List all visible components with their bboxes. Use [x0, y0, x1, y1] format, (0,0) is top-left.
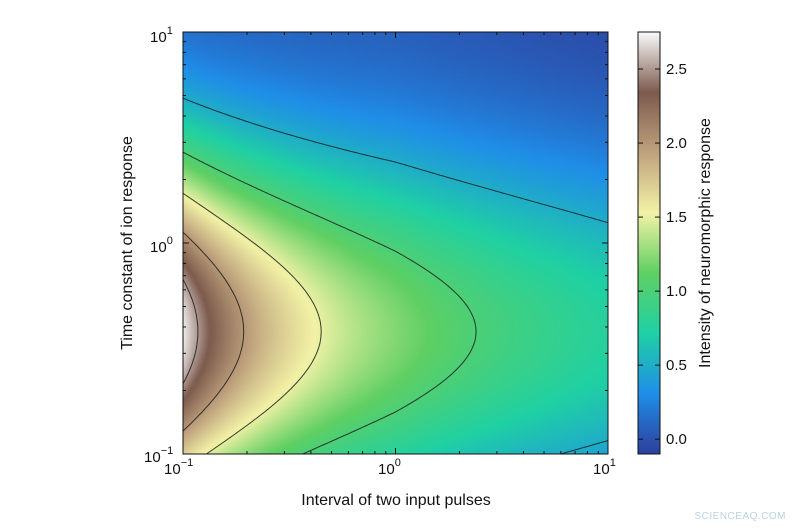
colorbar-tick-label: 2.5 [666, 61, 687, 78]
y-tick-label-2: 100 [150, 235, 173, 256]
y-axis-label: Time constant of ion response [119, 136, 136, 350]
colorbar: 0.0 0.5 1.0 1.5 2.0 2.5 Intensity of neuromor… [637, 31, 714, 455]
x-tick-label-1: 10−1 [164, 457, 193, 478]
contour-line-5 [182, 279, 199, 384]
x-axis-label: Interval of two input pulses [301, 492, 490, 509]
colorbar-fill [637, 31, 661, 455]
contour-line-1 [182, 97, 609, 455]
x-tick-label-2: 100 [378, 457, 401, 478]
contour-line-4 [182, 231, 245, 432]
watermark: SCIENCEAQ.COM [694, 511, 786, 522]
colorbar-tick-label: 0.0 [666, 431, 687, 448]
contour-line-2 [182, 151, 477, 455]
colorbar-tick-label: 1.5 [666, 209, 687, 226]
colorbar-tick-label: 1.0 [666, 283, 687, 300]
contour-lines [182, 97, 609, 455]
y-tick-label-1: 10−1 [144, 445, 173, 466]
colorbar-ticks: 0.0 0.5 1.0 1.5 2.0 2.5 [638, 61, 687, 448]
colorbar-label: Intensity of neuromorphic response [697, 118, 714, 368]
colorbar-tick-label: 2.0 [666, 135, 687, 152]
y-tick-label-3: 101 [150, 25, 173, 46]
x-tick-label-3: 101 [593, 457, 616, 478]
axis-ticks [182, 31, 609, 455]
colorbar-tick-label: 0.5 [666, 357, 687, 374]
plot-area [182, 31, 609, 455]
contour-line-3 [182, 192, 322, 455]
heatmap-image [183, 32, 608, 454]
